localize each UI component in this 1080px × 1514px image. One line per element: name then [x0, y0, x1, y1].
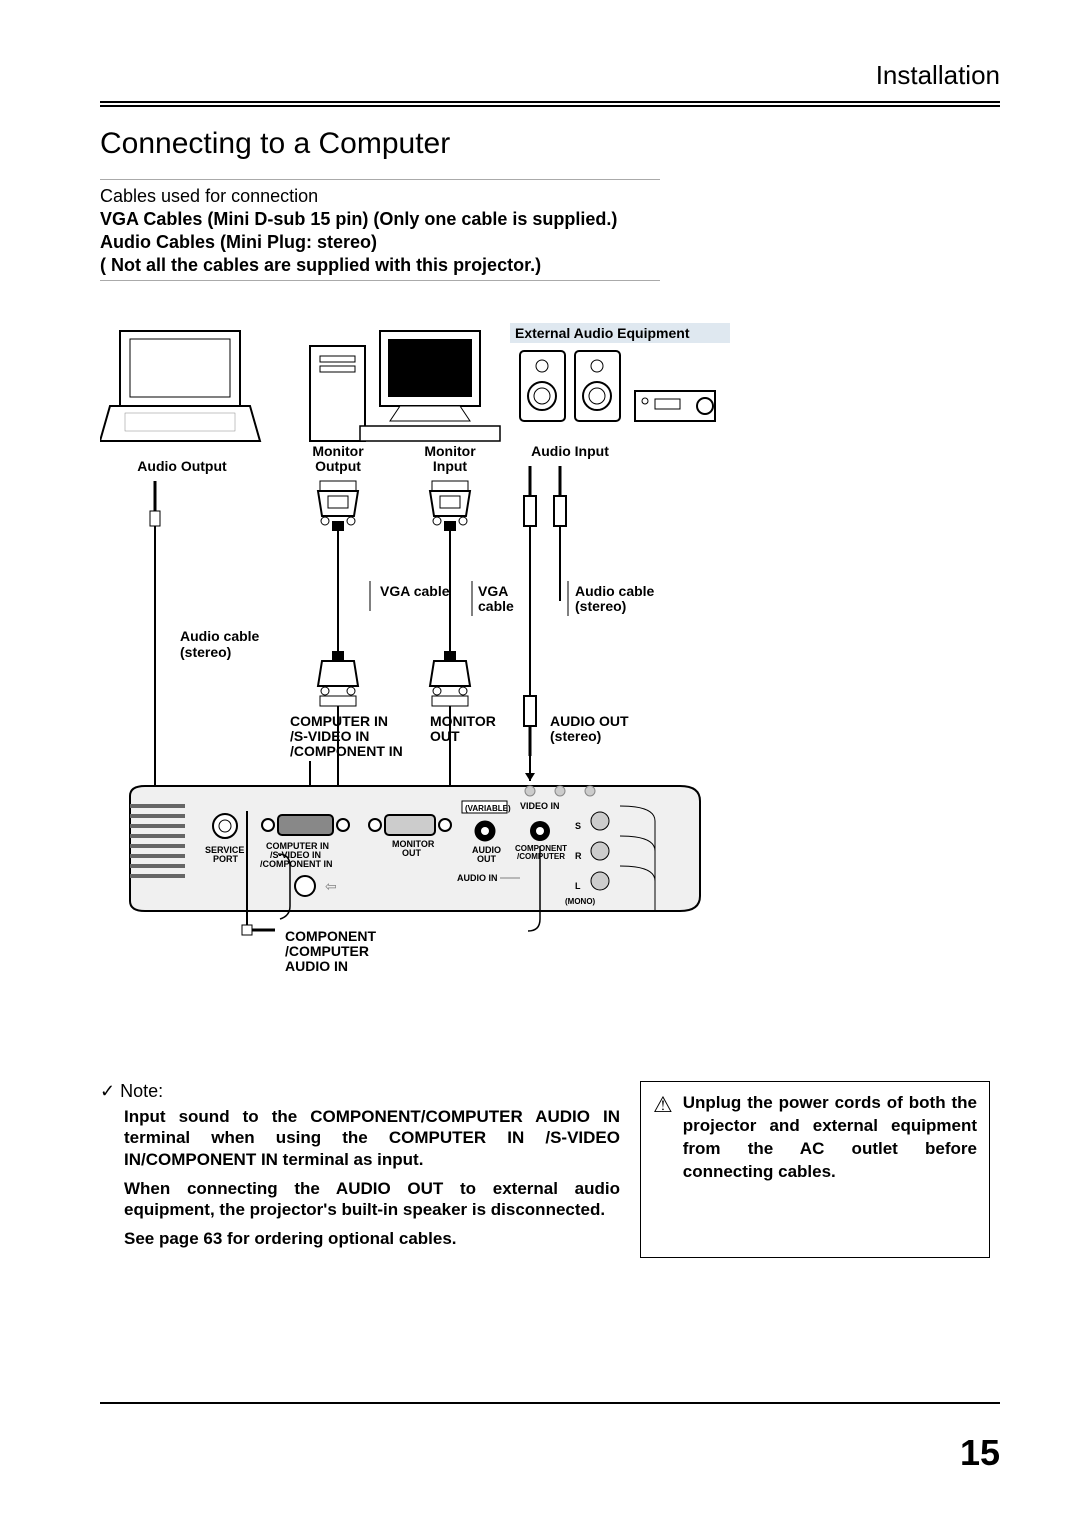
vga-cable-label: VGA cable: [380, 583, 450, 599]
audio-cable-label: Audio cable: [180, 628, 260, 644]
svg-text:OUT: OUT: [477, 854, 497, 864]
audio-jack-icon: [524, 696, 536, 756]
audio-jack-icon: [150, 481, 160, 526]
page-number: 15: [960, 1432, 1000, 1474]
amplifier-icon: [635, 391, 715, 421]
svg-text:Output: Output: [315, 458, 361, 474]
footer-rule: [100, 1402, 1000, 1404]
audio-input-label: Audio Input: [531, 443, 609, 459]
audio-out-label: AUDIO OUT: [550, 713, 629, 729]
svg-text:OUT: OUT: [430, 728, 460, 744]
svg-text:Input: Input: [433, 458, 468, 474]
audio-output-label: Audio Output: [137, 458, 227, 474]
section-header: Installation: [100, 60, 1000, 103]
speaker-icon: [520, 351, 565, 421]
svg-text:/COMPONENT IN: /COMPONENT IN: [260, 859, 333, 869]
warning-text: Unplug the power cords of both the proje…: [683, 1092, 977, 1184]
svg-text:R: R: [575, 851, 582, 861]
laptop-icon: [100, 331, 260, 441]
cables-line-3: ( Not all the cables are supplied with t…: [100, 255, 1000, 276]
svg-text:cable: cable: [478, 598, 514, 614]
divider: [100, 179, 660, 180]
svg-text:/COMPUTER: /COMPUTER: [517, 852, 565, 861]
connection-diagram: External Audio Equipment Audio Outpu: [100, 321, 1000, 1061]
ext-audio-label: External Audio Equipment: [515, 325, 690, 341]
cables-line-1: VGA Cables (Mini D-sub 15 pin) (Only one…: [100, 209, 1000, 230]
svg-text:(stereo): (stereo): [180, 644, 231, 660]
vga-connector-icon: [430, 651, 470, 706]
speaker-icon: [575, 351, 620, 421]
svg-text:/COMPUTER: /COMPUTER: [285, 943, 369, 959]
svg-text:(MONO): (MONO): [565, 897, 596, 906]
cables-heading: Cables used for connection: [100, 186, 1000, 207]
svg-text:/S-VIDEO IN: /S-VIDEO IN: [290, 728, 369, 744]
vga-connector-icon: [430, 481, 470, 531]
notes-section: Note: Input sound to the COMPONENT/COMPU…: [100, 1081, 620, 1258]
svg-text:PORT: PORT: [213, 854, 239, 864]
svg-text:(stereo): (stereo): [575, 598, 626, 614]
desktop-icon: [310, 331, 500, 441]
note-p1: Input sound to the COMPONENT/COMPUTER AU…: [124, 1106, 620, 1170]
monitor-output-label: Monitor: [312, 443, 364, 459]
svg-text:L: L: [575, 881, 581, 891]
note-p2: When connecting the AUDIO OUT to externa…: [124, 1178, 620, 1221]
monitor-out-label: MONITOR: [430, 713, 496, 729]
vga-connector-icon: [318, 481, 358, 531]
audio-jack-icon: [554, 466, 566, 526]
note-p3: See page 63 for ordering optional cables…: [124, 1228, 620, 1249]
svg-text:/COMPONENT IN: /COMPONENT IN: [290, 743, 403, 759]
svg-text:(stereo): (stereo): [550, 728, 601, 744]
svg-text:AUDIO IN: AUDIO IN: [457, 873, 498, 883]
note-label: Note:: [100, 1081, 620, 1102]
svg-text:OUT: OUT: [402, 848, 422, 858]
svg-text:VIDEO IN: VIDEO IN: [520, 801, 560, 811]
header-rule: [100, 105, 1000, 107]
audio-jack-icon: [524, 466, 536, 526]
warning-box: ⚠ Unplug the power cords of both the pro…: [640, 1081, 990, 1258]
audio-jack-icon: [242, 925, 275, 935]
vga-connector-icon: [318, 651, 358, 706]
projector-panel: SERVICE PORT COMPUTER IN /S-VIDEO IN /CO…: [130, 786, 700, 911]
svg-text:S: S: [575, 821, 581, 831]
vga-cable-label: VGA: [478, 583, 508, 599]
svg-text:⇦: ⇦: [325, 878, 337, 894]
audio-cable-label: Audio cable: [575, 583, 655, 599]
svg-text:(VARIABLE): (VARIABLE): [465, 804, 511, 813]
component-audio-in-label: COMPONENT: [285, 928, 376, 944]
svg-text:AUDIO IN: AUDIO IN: [285, 958, 348, 974]
divider: [100, 280, 660, 281]
monitor-input-label: Monitor: [424, 443, 476, 459]
page-title: Connecting to a Computer: [100, 127, 1000, 161]
warning-icon: ⚠: [653, 1092, 673, 1118]
cables-line-2: Audio Cables (Mini Plug: stereo): [100, 232, 1000, 253]
